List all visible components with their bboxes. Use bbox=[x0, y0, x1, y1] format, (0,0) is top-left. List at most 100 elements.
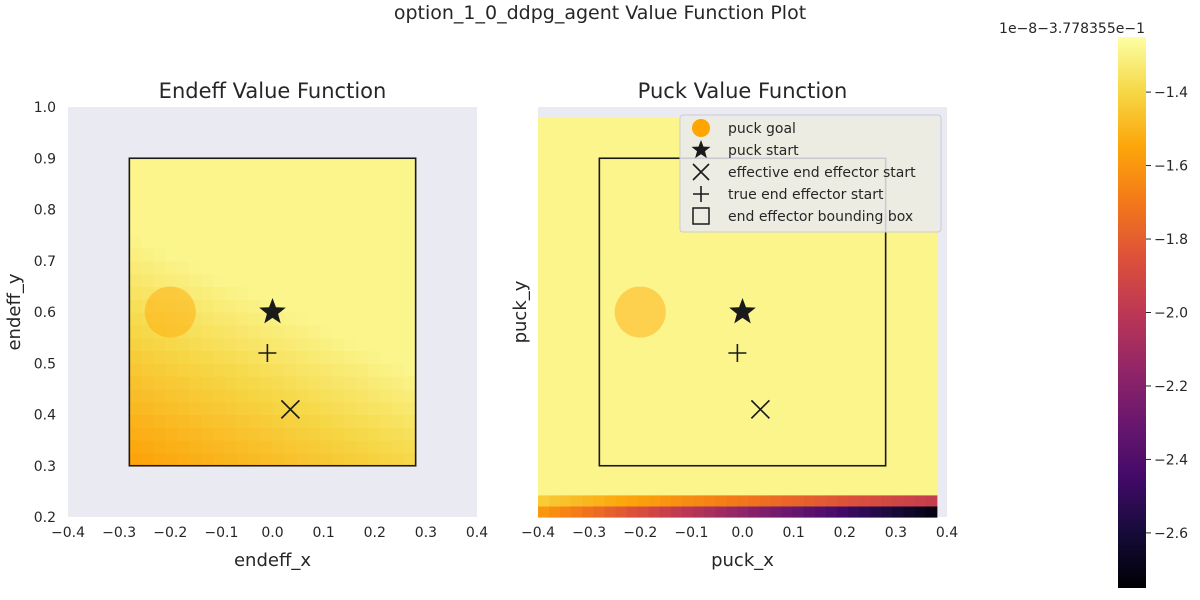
heatmap-cell bbox=[693, 505, 705, 518]
heatmap-cell bbox=[332, 350, 345, 364]
heatmap-cell bbox=[153, 260, 166, 275]
heatmap-cell bbox=[200, 247, 214, 262]
heatmap-cell bbox=[332, 388, 345, 403]
heatmap-cell bbox=[814, 450, 827, 463]
heatmap-cell bbox=[781, 483, 794, 496]
heatmap-cell bbox=[682, 361, 694, 374]
heatmap-cell bbox=[803, 294, 816, 307]
heatmap-cell bbox=[403, 235, 417, 249]
heatmap-cell bbox=[748, 428, 761, 440]
heatmap-cell bbox=[670, 150, 683, 163]
heatmap-cell bbox=[626, 228, 639, 240]
heatmap-cell bbox=[626, 461, 639, 474]
heatmap-cell bbox=[560, 417, 572, 429]
heatmap-cell bbox=[308, 235, 321, 249]
heatmap-cell bbox=[848, 372, 860, 385]
heatmap-cell bbox=[892, 339, 905, 352]
heatmap-cell bbox=[726, 328, 738, 340]
heatmap-cell bbox=[200, 209, 214, 223]
heatmap-cell bbox=[200, 273, 214, 287]
heatmap-cell bbox=[308, 363, 321, 377]
heatmap-cell bbox=[200, 414, 214, 428]
heatmap-cell bbox=[367, 273, 381, 287]
heatmap-cell bbox=[260, 414, 274, 428]
heatmap-cell bbox=[549, 350, 561, 363]
heatmap-cell bbox=[826, 372, 838, 385]
heatmap-cell bbox=[153, 273, 166, 287]
heatmap-cell bbox=[826, 317, 838, 329]
heatmap-cell bbox=[391, 414, 405, 428]
heatmap-cell bbox=[870, 339, 882, 352]
heatmap-cell bbox=[356, 273, 369, 287]
heatmap-cell bbox=[212, 260, 226, 275]
heatmap-cell bbox=[177, 350, 190, 364]
heatmap-cell bbox=[670, 283, 683, 296]
heatmap-cell bbox=[748, 383, 761, 396]
heatmap-cell bbox=[626, 472, 639, 485]
heatmap-cell bbox=[704, 350, 716, 363]
heatmap-cell bbox=[248, 401, 262, 416]
heatmap-cell bbox=[604, 250, 617, 263]
heatmap-cell bbox=[344, 388, 357, 403]
heatmap-cell bbox=[781, 372, 794, 385]
heatmap-cell bbox=[859, 294, 871, 307]
heatmap-cell bbox=[637, 317, 650, 329]
colorbar-tick-label: −2.0 bbox=[1154, 306, 1188, 322]
heatmap-cell bbox=[726, 505, 738, 518]
heatmap-cell bbox=[848, 250, 860, 263]
heatmap-cell bbox=[212, 440, 226, 454]
heatmap-cell bbox=[403, 312, 417, 326]
heatmap-cell bbox=[582, 361, 594, 374]
heatmap-cell bbox=[308, 401, 321, 416]
heatmap-cell bbox=[356, 247, 369, 262]
heatmap-cell bbox=[748, 294, 761, 307]
heatmap-cell bbox=[715, 339, 727, 352]
heatmap-cell bbox=[236, 350, 250, 364]
heatmap-cell bbox=[770, 428, 783, 440]
heatmap-cell bbox=[837, 361, 849, 374]
heatmap-cell bbox=[659, 394, 672, 407]
heatmap-cell bbox=[781, 272, 794, 285]
heatmap-cell bbox=[693, 394, 705, 407]
heatmap-cell bbox=[260, 235, 274, 249]
heatmap-cell bbox=[803, 372, 816, 385]
heatmap-cell bbox=[648, 394, 661, 407]
heatmap-cell bbox=[571, 217, 583, 229]
legend-entry: puck goal bbox=[692, 119, 796, 137]
heatmap-cell bbox=[870, 372, 882, 385]
heatmap-cell bbox=[153, 171, 166, 185]
heatmap-cell bbox=[615, 439, 628, 451]
heatmap-cell bbox=[881, 250, 894, 263]
heatmap-cell bbox=[308, 158, 321, 172]
heatmap-cell bbox=[593, 150, 606, 163]
heatmap-cell bbox=[814, 372, 827, 385]
heatmap-cell bbox=[165, 388, 178, 403]
heatmap-cell bbox=[881, 417, 894, 429]
heatmap-cell bbox=[549, 494, 561, 507]
heatmap-cell bbox=[648, 183, 661, 196]
heatmap-cell bbox=[803, 250, 816, 263]
heatmap-cell bbox=[403, 388, 417, 403]
heatmap-cell bbox=[189, 260, 202, 275]
x-tick-label: 0.3 bbox=[415, 525, 437, 541]
heatmap-cell bbox=[626, 183, 639, 196]
heatmap-cell bbox=[881, 450, 894, 463]
heatmap-cell bbox=[682, 405, 694, 418]
heatmap-cell bbox=[848, 494, 860, 507]
heatmap-cell bbox=[189, 312, 202, 326]
heatmap-cell bbox=[892, 317, 905, 329]
heatmap-cell bbox=[212, 171, 226, 185]
heatmap-cell bbox=[379, 171, 393, 185]
heatmap-cell bbox=[549, 372, 561, 385]
heatmap-cell bbox=[903, 317, 916, 329]
heatmap-cell bbox=[903, 405, 916, 418]
heatmap-cell bbox=[344, 363, 357, 377]
heatmap-cell bbox=[177, 299, 190, 313]
heatmap-cell bbox=[549, 417, 561, 429]
heatmap-cell bbox=[715, 272, 727, 285]
heatmap-cell bbox=[881, 405, 894, 418]
heatmap-cell bbox=[224, 209, 238, 223]
heatmap-cell bbox=[296, 158, 309, 172]
heatmap-cell bbox=[391, 388, 405, 403]
x-icon bbox=[692, 163, 710, 181]
